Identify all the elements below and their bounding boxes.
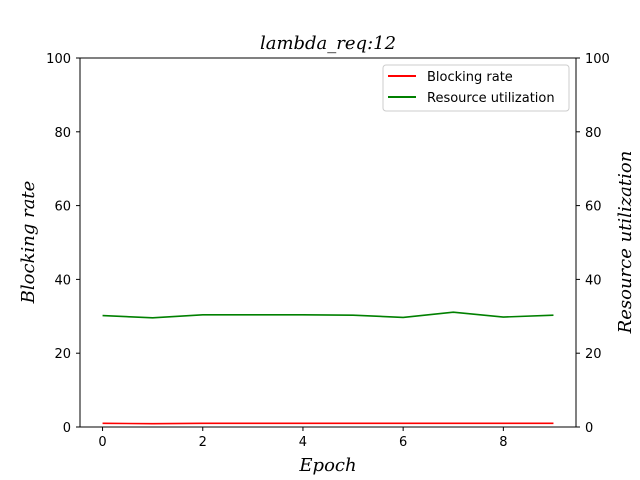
y2-axis-label: Resource utilization xyxy=(615,151,636,335)
y2-tick-label: 40 xyxy=(585,273,602,288)
series-line-resource-utilization xyxy=(102,311,554,319)
y2-tick-label: 20 xyxy=(585,347,602,362)
y-tick-label: 80 xyxy=(54,126,71,141)
y2-tick-label: 0 xyxy=(585,421,593,436)
x-axis-label: Epoch xyxy=(298,455,356,476)
x-tick-label: 4 xyxy=(299,435,307,450)
x-tick-label: 6 xyxy=(399,435,407,450)
y-tick-label: 60 xyxy=(54,200,71,215)
y-tick-label: 20 xyxy=(54,347,71,362)
x-tick-label: 2 xyxy=(199,435,207,450)
y-tick-label: 40 xyxy=(54,273,71,288)
x-tick-label: 0 xyxy=(98,435,106,450)
y2-tick-label: 80 xyxy=(585,126,602,141)
plot-area xyxy=(79,57,577,428)
y-axis-label: Blocking rate xyxy=(18,181,39,305)
y2-tick-label: 60 xyxy=(585,200,602,215)
series-lines xyxy=(102,311,554,425)
legend-label-resource-utilization: Resource utilization xyxy=(427,91,555,106)
chart-title: lambda_req:12 xyxy=(260,33,396,54)
legend-box xyxy=(382,64,570,112)
y-tick-label: 0 xyxy=(63,421,71,436)
legend: Blocking rate Resource utilization xyxy=(382,64,570,112)
y-tick-label: 100 xyxy=(46,52,71,67)
y2-axis-ticks: 0 20 40 60 80 100 xyxy=(576,52,610,436)
x-tick-label: 8 xyxy=(499,435,507,450)
x-axis-ticks: 0 2 4 6 8 xyxy=(98,427,507,450)
y-axis-ticks: 0 20 40 60 80 100 xyxy=(46,52,80,436)
y2-tick-label: 100 xyxy=(585,52,610,67)
legend-label-blocking-rate: Blocking rate xyxy=(427,70,513,85)
